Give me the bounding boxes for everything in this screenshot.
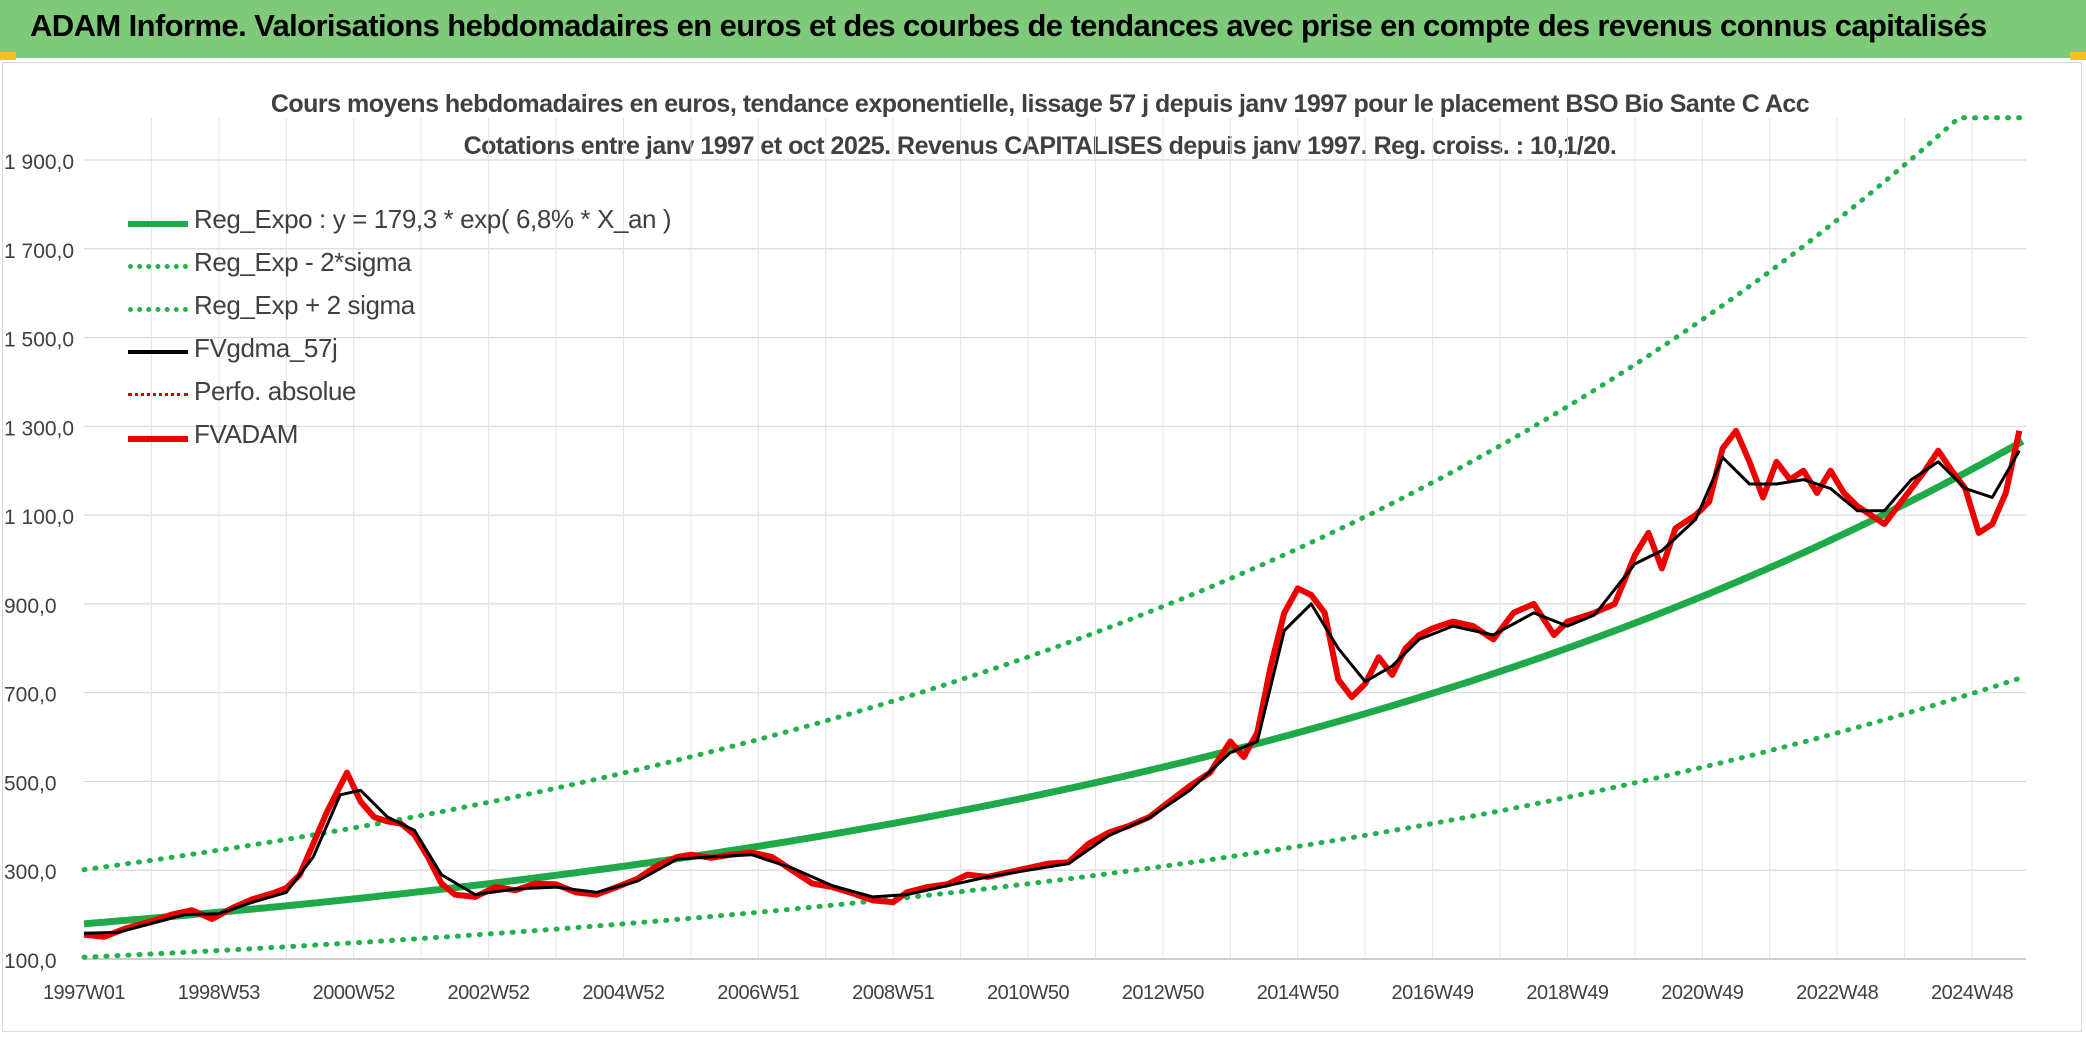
corner-accent-left [0, 52, 16, 60]
chart-title-line2: Cotations entre janv 1997 et oct 2025. R… [464, 132, 1617, 160]
y-tick-label: 900,0 [4, 595, 57, 618]
legend-swatch [128, 393, 188, 396]
x-tick-label: 2010W50 [987, 982, 1069, 1004]
x-tick-label: 2006W51 [717, 982, 799, 1004]
legend-swatch [128, 436, 188, 442]
lower-band-line [81, 674, 2026, 960]
x-tick-label: 2022W48 [1796, 982, 1878, 1004]
y-tick-label: 100,0 [4, 950, 57, 973]
y-tick-label: 500,0 [4, 772, 57, 795]
y-tick-label: 1 100,0 [4, 506, 74, 529]
x-tick-label: 2020W49 [1661, 982, 1743, 1004]
legend-label: Reg_Exp - 2*sigma [194, 247, 412, 277]
x-tick-label: 2012W50 [1122, 982, 1204, 1004]
x-tick-label: 2002W52 [448, 982, 530, 1004]
report-title: ADAM Informe. Valorisations hebdomadaire… [30, 8, 1987, 43]
gridlines [84, 118, 2026, 960]
x-tick-label: 2016W49 [1392, 982, 1474, 1004]
legend-label: Reg_Exp + 2 sigma [194, 290, 415, 320]
x-tick-label: 2018W49 [1526, 982, 1608, 1004]
x-tick-label: 2014W50 [1257, 982, 1339, 1004]
chart-title-line1: Cours moyens hebdomadaires en euros, ten… [271, 90, 1810, 118]
x-tick-label: 2004W52 [582, 982, 664, 1004]
x-tick-label: 1998W53 [178, 982, 260, 1004]
y-tick-label: 300,0 [4, 861, 57, 884]
x-tick-label: 2008W51 [852, 982, 934, 1004]
y-tick-label: 1 300,0 [4, 417, 74, 440]
legend-label: Perfo. absolue [194, 376, 357, 406]
legend-label: FVADAM [194, 419, 299, 449]
legend-swatch [128, 307, 188, 312]
legend-label: FVgdma_57j [194, 333, 338, 363]
fvadam-line [83, 427, 2023, 940]
y-tick-label: 1 500,0 [4, 329, 74, 352]
x-tick-label: 2024W48 [1931, 982, 2013, 1004]
chart-frame [2, 62, 2082, 1032]
legend-swatch [128, 221, 188, 227]
fvgdma-57j-line [83, 449, 2021, 935]
corner-accent-right [2070, 52, 2086, 60]
x-tick-label: 2000W52 [313, 982, 395, 1004]
y-tick-label: 1 900,0 [4, 151, 74, 174]
title-banner: ADAM Informe. Valorisations hebdomadaire… [0, 0, 2086, 58]
legend-swatch [128, 264, 188, 269]
y-tick-label: 1 700,0 [4, 240, 74, 263]
y-tick-label: 700,0 [4, 684, 57, 707]
legend-label: Reg_Expo : y = 179,3 * exp( 6,8% * X_an … [194, 204, 672, 234]
series-group [81, 115, 2026, 960]
x-axis: 1997W01 1998W53 2000W52 2002W52 2004W52 2006W… [43, 958, 2026, 1004]
y-axis: 1 900,0 1 700,0 1 500,0 1 300,0 1 100,0 900,0… [4, 151, 74, 973]
x-tick-label: 1997W01 [43, 982, 125, 1004]
regression-line [83, 438, 2025, 928]
legend-swatch [128, 350, 188, 354]
